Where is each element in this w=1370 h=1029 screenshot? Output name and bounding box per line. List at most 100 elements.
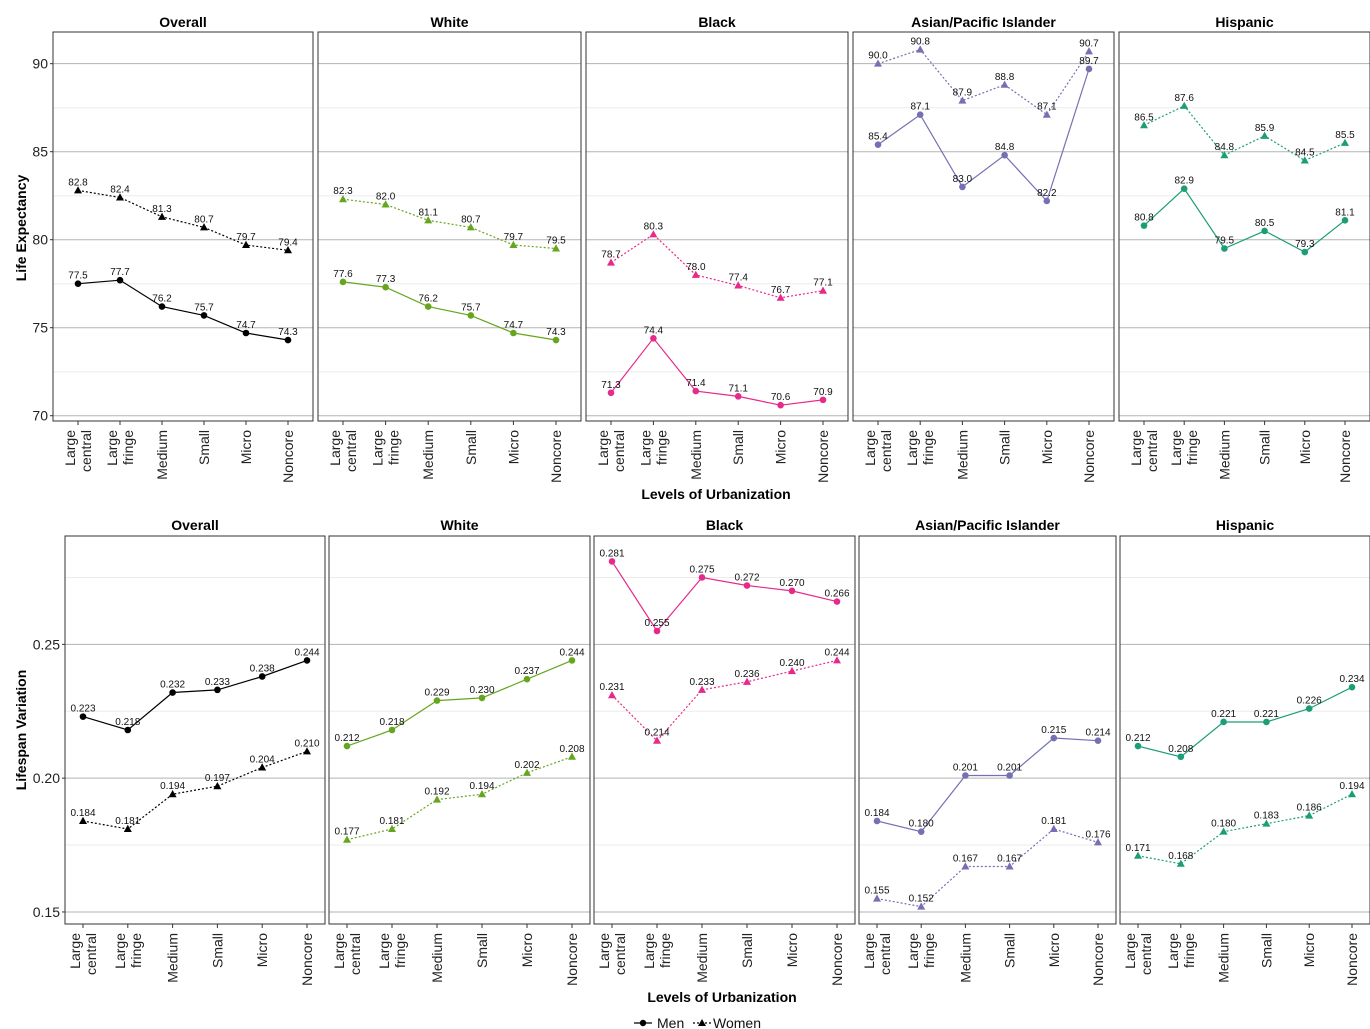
x-tick-label: Small — [1002, 933, 1018, 968]
point-men — [339, 278, 347, 286]
x-tick-label-line: central — [343, 430, 359, 472]
point-men — [1085, 65, 1093, 73]
x-tick-label: Medium — [420, 430, 436, 480]
point-women — [1180, 101, 1189, 109]
panel-title: Asian/Pacific Islander — [915, 517, 1060, 533]
data-label-men: 0.221 — [1211, 709, 1236, 720]
x-tick-label-line: Large — [861, 933, 877, 969]
data-label-men: 0.184 — [864, 808, 889, 819]
data-label-women: 82.0 — [376, 191, 396, 202]
point-women — [874, 59, 882, 67]
point-women — [873, 894, 881, 902]
data-label-men: 0.233 — [205, 677, 230, 688]
point-men — [874, 141, 882, 148]
point-women — [116, 193, 124, 201]
point-men — [303, 657, 311, 664]
data-label-men: 84.8 — [995, 142, 1015, 153]
series-group — [74, 186, 292, 344]
series-line-women — [1137, 793, 1353, 865]
panel-asian-pacific-islander: Asian/Pacific Islander 85.4 87.1 83.0 84.8 82… — [852, 14, 1115, 483]
x-tick-label-line: fringe — [920, 430, 936, 465]
x-tick-label-line: Medium — [1216, 933, 1232, 983]
panel-border — [852, 31, 1115, 422]
data-label-men: 0.275 — [689, 564, 714, 575]
y-tick-label: 90 — [32, 56, 48, 72]
panel-title: Hispanic — [1216, 517, 1275, 533]
point-men — [692, 387, 700, 395]
gridlines — [53, 63, 313, 417]
legend-men-label: Men — [657, 1015, 684, 1029]
data-label-women: 88.8 — [995, 72, 1015, 83]
point-women — [424, 216, 433, 224]
data-label-men: 83.0 — [953, 174, 973, 185]
point-men — [1263, 718, 1270, 726]
series-group — [343, 657, 576, 843]
data-label-men: 87.1 — [910, 102, 930, 113]
point-women — [1262, 819, 1271, 827]
point-women — [258, 763, 267, 771]
data-label-women: 0.183 — [1254, 811, 1279, 822]
x-tick-label-line: Large — [1168, 430, 1184, 466]
data-label-women: 82.8 — [68, 177, 88, 188]
data-label-women: 79.7 — [504, 232, 524, 243]
point-men — [343, 742, 351, 750]
point-women — [343, 835, 351, 843]
data-label-men: 0.237 — [514, 666, 539, 677]
x-tick-label-line: Micro — [1039, 430, 1055, 464]
point-women — [158, 212, 166, 220]
point-men — [1348, 683, 1356, 691]
panel-white: White 0.212 0.218 0.229 0.230 0.237 0.244 0.177… — [328, 517, 591, 986]
x-tick-label-line: Micro — [1046, 933, 1062, 967]
panel-border — [1118, 31, 1370, 422]
point-men — [1177, 753, 1185, 761]
data-label-women: 0.181 — [115, 816, 140, 827]
data-label-men: 0.201 — [997, 762, 1022, 773]
x-tick-label-line: Small — [1257, 430, 1273, 465]
point-women — [1042, 110, 1051, 118]
x-tick-label-line: central — [78, 430, 94, 472]
series-line-women — [877, 48, 1090, 116]
x-tick-label-line: central — [877, 933, 893, 975]
series-line-women — [342, 198, 557, 250]
y-axis-label-life-expectancy: Life Expectancy — [13, 174, 29, 281]
x-tick-label: Medium — [694, 933, 710, 983]
point-women — [916, 45, 925, 53]
x-tick-label-line: Micro — [1301, 933, 1317, 967]
point-men — [79, 713, 87, 720]
data-label-men: 0.212 — [334, 733, 359, 744]
x-tick-label-line: Micro — [238, 430, 254, 464]
x-tick-label: Medium — [957, 933, 973, 983]
x-tick-label: Micro — [519, 933, 535, 967]
data-label-women: 84.8 — [1215, 142, 1235, 153]
x-tick-label: Medium — [429, 933, 445, 983]
panel-title: Asian/Pacific Islander — [911, 14, 1056, 30]
panel-overall: Overall 0.223 0.218 0.232 0.233 0.238 0.244 0.1… — [64, 517, 326, 986]
data-label-men: 82.2 — [1037, 188, 1057, 199]
x-tick-label-line: Large — [1122, 933, 1138, 969]
x-tick-label-line: Noncore — [1081, 430, 1097, 483]
point-women — [568, 752, 576, 760]
series-group — [873, 734, 1102, 910]
x-tick-label: Micro — [784, 933, 800, 967]
point-women — [1219, 827, 1228, 835]
series-group — [339, 195, 560, 344]
y-tick-label: 85 — [32, 144, 48, 160]
point-women — [1094, 838, 1102, 846]
point-women — [819, 286, 827, 294]
x-tick-label-line: fringe — [120, 430, 136, 465]
point-men — [242, 329, 250, 337]
gridlines — [1120, 576, 1370, 913]
x-tick-label: Medium — [954, 430, 970, 480]
x-tick-label-line: Noncore — [548, 430, 564, 483]
point-women — [1176, 859, 1185, 867]
x-tick-label-line: central — [878, 430, 894, 472]
data-label-women: 80.7 — [194, 214, 214, 225]
series-group — [608, 558, 841, 744]
point-men — [467, 312, 475, 319]
point-men — [650, 334, 657, 342]
point-men — [568, 657, 576, 664]
x-tick-label-line: Micro — [519, 933, 535, 967]
data-label-men: 0.244 — [294, 647, 319, 658]
point-men — [788, 587, 796, 595]
data-label-women: 90.8 — [910, 37, 930, 48]
